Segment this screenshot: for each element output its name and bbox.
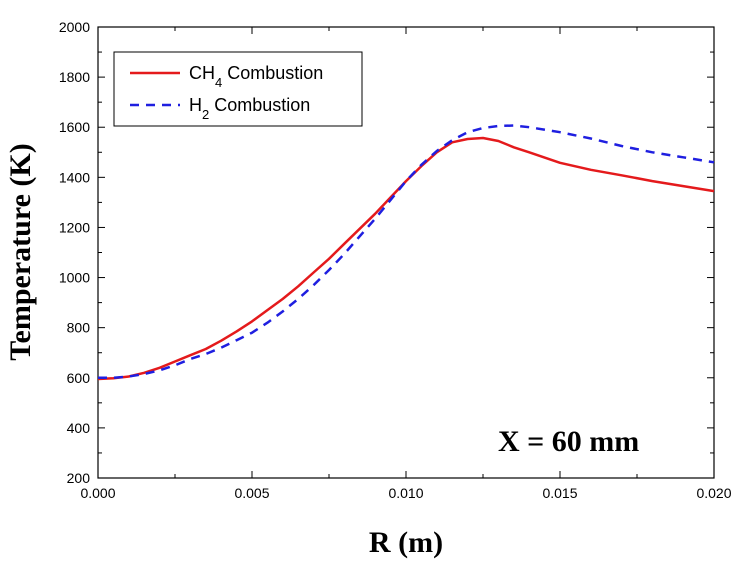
series-layer — [97, 124, 715, 381]
legend-label-ch4: CH4 Combustion — [189, 63, 323, 90]
x-tick-label: 0.000 — [80, 485, 115, 501]
series-line-h2 — [98, 124, 715, 380]
y-tick-label: 200 — [67, 470, 91, 486]
y-tick-label: 1400 — [59, 169, 90, 185]
y-tick-label: 1800 — [59, 69, 90, 85]
legend-box — [113, 51, 363, 127]
y-tick-label: 600 — [67, 370, 91, 386]
y-tick-label: 1600 — [59, 119, 90, 135]
x-tick-label: 0.010 — [388, 485, 423, 501]
y-tick-label: 1200 — [59, 219, 90, 235]
annotation-label: X = 60 mm — [498, 425, 639, 458]
y-tick-label: 2000 — [59, 19, 90, 35]
x-tick-label: 0.020 — [696, 485, 731, 501]
legend: CH4 Combustion H2 Combustion — [113, 51, 363, 127]
y-tick-label: 800 — [67, 320, 91, 336]
y-tick-label: 400 — [67, 420, 91, 436]
x-tick-label: 0.015 — [542, 485, 577, 501]
series-line-ch4 — [97, 136, 715, 381]
y-axis-title: Temperature (K) — [4, 143, 37, 360]
y-tick-label: 1000 — [59, 270, 90, 286]
x-axis-title: R (m) — [369, 526, 443, 559]
x-tick-label: 0.005 — [234, 485, 269, 501]
legend-label-h2: H2 Combustion — [189, 95, 310, 122]
ticks-layer: 0.000 0.005 0.010 0.015 0.020 200 400 600 800 100… — [59, 19, 732, 501]
